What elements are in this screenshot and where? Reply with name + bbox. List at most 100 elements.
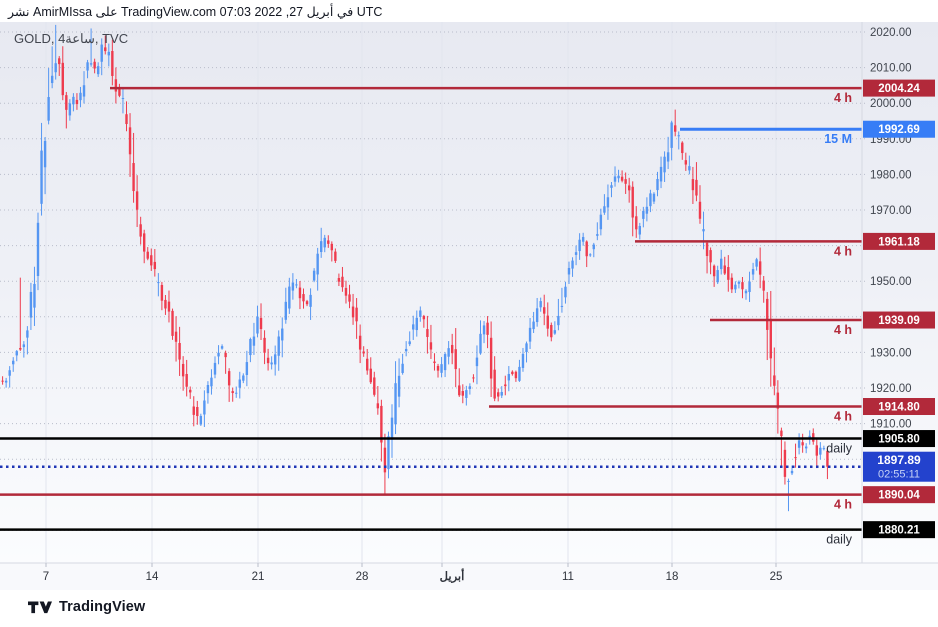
candle-body	[624, 179, 627, 184]
candle-body	[390, 417, 394, 440]
candle-body	[741, 282, 744, 290]
candle-body	[327, 240, 330, 244]
candle-body	[581, 236, 585, 242]
candle-body	[157, 282, 160, 284]
candle-body	[111, 51, 114, 76]
candle-body	[422, 316, 426, 320]
tradingview-brand[interactable]: TradingView	[28, 599, 145, 615]
candle-body	[666, 152, 670, 162]
candle-body	[486, 322, 489, 335]
candle-body	[1, 380, 4, 382]
candle-body	[578, 239, 581, 252]
candle-body	[320, 241, 323, 253]
candle-body	[82, 85, 86, 97]
candle-body	[231, 391, 234, 394]
candle-body	[758, 261, 762, 275]
candle-body	[815, 445, 818, 456]
candle-body	[720, 258, 723, 270]
level-price-badge	[863, 232, 935, 250]
candle-body	[790, 470, 794, 474]
candle-body	[751, 269, 755, 275]
candle-body	[440, 364, 443, 373]
candle-body	[118, 88, 121, 96]
candle-body	[376, 403, 380, 409]
candle-body	[797, 440, 801, 448]
level-tag-labels: 4 h 15 M 4 h 4 h 4 h daily 4 h daily	[824, 91, 853, 547]
time-tick-label: 7	[43, 571, 49, 583]
candle-body	[744, 290, 748, 294]
candle-body	[822, 448, 826, 450]
candle-body	[716, 270, 719, 283]
candle-body	[295, 284, 298, 286]
candle-body	[674, 125, 677, 132]
candle-body	[12, 360, 15, 365]
candle-body	[497, 392, 500, 397]
level-price-badge	[863, 430, 935, 448]
candle-body	[26, 330, 29, 338]
candle-body	[203, 400, 206, 415]
time-tick-label: 28	[356, 571, 369, 583]
candle-body	[242, 375, 245, 381]
time-tick-label: 25	[770, 571, 783, 583]
candle-body	[723, 265, 726, 274]
candle-body	[681, 142, 684, 154]
candle-body	[702, 229, 705, 232]
candle-body	[312, 270, 316, 281]
candle-body	[783, 449, 787, 477]
candle-body	[93, 61, 96, 69]
axis-borders	[0, 22, 938, 564]
candle-body	[787, 480, 790, 482]
price-tick-label: 1970.00	[870, 205, 912, 217]
candle-body	[4, 380, 8, 383]
time-tick-label: أبريل	[440, 568, 465, 584]
candle-body	[688, 166, 691, 171]
level-tag: 4 h	[834, 244, 852, 258]
candle-body	[277, 336, 280, 356]
candle-body	[656, 178, 659, 191]
candle-body	[734, 284, 737, 290]
candle-body	[617, 175, 620, 179]
candle-body	[447, 348, 450, 357]
candle-body	[659, 166, 663, 182]
candle-body	[557, 315, 560, 326]
candle-body	[107, 51, 110, 56]
level-price-badge	[863, 398, 935, 416]
candle-body	[620, 176, 624, 181]
candle-body	[181, 363, 185, 377]
candle-body	[479, 333, 482, 354]
candle-body	[259, 317, 263, 330]
candle-body	[635, 216, 638, 230]
candle-body	[114, 79, 118, 92]
chart-canvas[interactable]: 4 h 15 M 4 h 4 h 4 h daily 4 h daily 2020.00 2010…	[0, 0, 938, 590]
candle-body	[132, 163, 135, 192]
candle-body	[54, 63, 57, 73]
candle-body	[238, 379, 241, 388]
candle-body	[507, 373, 511, 381]
candle-body	[709, 250, 712, 263]
price-tick-label: 2020.00	[870, 27, 912, 39]
time-axis[interactable]: 7 14 21 28 أبريل 11 18 25	[43, 563, 783, 584]
price-tick-label: 1920.00	[870, 383, 912, 395]
candle-body	[454, 349, 457, 370]
candle-body	[450, 344, 454, 354]
time-tick-label: 11	[562, 571, 574, 583]
candle-body	[174, 331, 178, 342]
candle-body	[387, 436, 390, 470]
candle-body	[521, 353, 525, 368]
candle-body	[316, 253, 319, 275]
candle-body	[500, 391, 503, 396]
candle-body	[826, 450, 829, 467]
candle-body	[599, 214, 603, 230]
candle-body	[613, 176, 617, 182]
candle-body	[263, 337, 266, 353]
symbol-legend[interactable]: GOLD, 4ساعة, TVC	[14, 31, 129, 46]
candle-body	[79, 92, 82, 101]
candle-body	[135, 191, 139, 210]
candle-body	[794, 457, 797, 459]
candle-body	[380, 405, 383, 443]
candle-body	[712, 265, 716, 277]
tradingview-brand-text: TradingView	[59, 599, 146, 615]
candle-body	[19, 347, 22, 350]
candle-body	[737, 281, 741, 284]
candle-body	[567, 267, 571, 275]
